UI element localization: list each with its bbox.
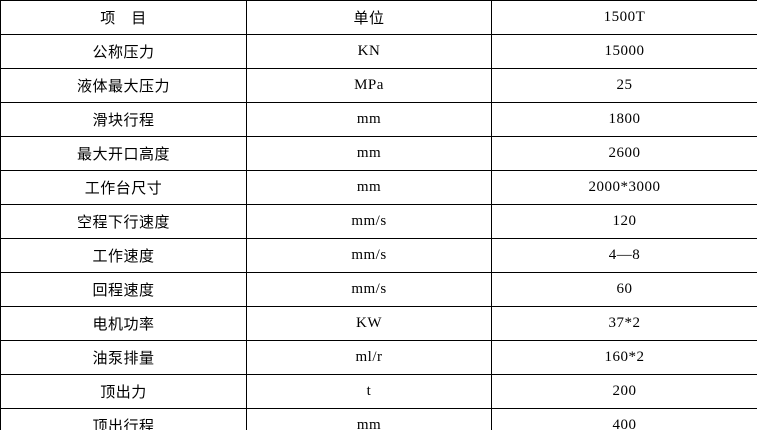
row-item: 液体最大压力 <box>0 68 247 103</box>
row-value: 60 <box>491 272 757 307</box>
table-row: 滑块行程 mm 1800 <box>0 102 757 137</box>
row-unit: ml/r <box>246 340 492 375</box>
row-value: 4—8 <box>491 238 757 273</box>
row-item: 最大开口高度 <box>0 136 247 171</box>
row-item: 空程下行速度 <box>0 204 247 239</box>
row-item: 回程速度 <box>0 272 247 307</box>
row-item: 电机功率 <box>0 306 247 341</box>
table-row: 油泵排量 ml/r 160*2 <box>0 340 757 375</box>
row-item: 顶出力 <box>0 374 247 409</box>
table-row: 最大开口高度 mm 2600 <box>0 136 757 171</box>
row-value: 2600 <box>491 136 757 171</box>
table-row: 公称压力 KN 15000 <box>0 34 757 69</box>
row-value: 120 <box>491 204 757 239</box>
row-value: 15000 <box>491 34 757 69</box>
row-unit: mm <box>246 102 492 137</box>
row-item: 顶出行程 <box>0 408 247 430</box>
row-value: 25 <box>491 68 757 103</box>
row-item: 油泵排量 <box>0 340 247 375</box>
row-unit: mm/s <box>246 204 492 239</box>
row-item: 滑块行程 <box>0 102 247 137</box>
row-unit: KN <box>246 34 492 69</box>
table-header-row: 项 目 单位 1500T <box>0 0 757 35</box>
row-unit: mm/s <box>246 272 492 307</box>
row-unit: t <box>246 374 492 409</box>
row-item: 公称压力 <box>0 34 247 69</box>
row-value: 200 <box>491 374 757 409</box>
table-row: 工作速度 mm/s 4—8 <box>0 238 757 273</box>
table-row: 液体最大压力 MPa 25 <box>0 68 757 103</box>
row-unit: mm <box>246 136 492 171</box>
table-row: 顶出力 t 200 <box>0 374 757 409</box>
row-value: 2000*3000 <box>491 170 757 205</box>
row-unit: MPa <box>246 68 492 103</box>
row-value: 1800 <box>491 102 757 137</box>
header-unit: 单位 <box>246 0 492 35</box>
header-model: 1500T <box>491 0 757 35</box>
table-row: 空程下行速度 mm/s 120 <box>0 204 757 239</box>
row-value: 160*2 <box>491 340 757 375</box>
table-row: 顶出行程 mm 400 <box>0 408 757 430</box>
row-item: 工作速度 <box>0 238 247 273</box>
row-unit: mm/s <box>246 238 492 273</box>
row-unit: mm <box>246 408 492 430</box>
table-row: 回程速度 mm/s 60 <box>0 272 757 307</box>
table-row: 工作台尺寸 mm 2000*3000 <box>0 170 757 205</box>
row-value: 400 <box>491 408 757 430</box>
row-unit: mm <box>246 170 492 205</box>
header-item: 项 目 <box>0 0 247 35</box>
row-item: 工作台尺寸 <box>0 170 247 205</box>
row-unit: KW <box>246 306 492 341</box>
table-row: 电机功率 KW 37*2 <box>0 306 757 341</box>
row-value: 37*2 <box>491 306 757 341</box>
